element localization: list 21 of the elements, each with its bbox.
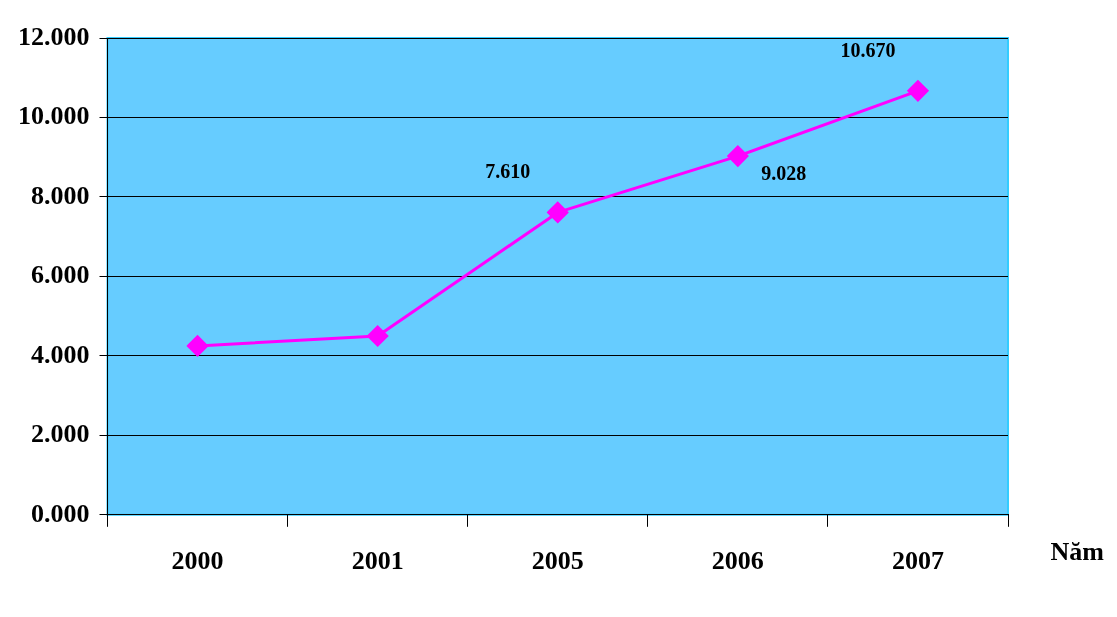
y-tick-label: 6.000 (31, 260, 90, 290)
data-label: 7.610 (485, 160, 531, 183)
data-label: 10.670 (840, 38, 896, 61)
x-tick-label: 2000 (171, 546, 224, 576)
x-tick-label: 2001 (351, 546, 404, 576)
data-label: 9.028 (761, 162, 807, 185)
point (547, 201, 569, 223)
point (367, 325, 389, 347)
y-tick-label: 4.000 (31, 339, 90, 369)
y-tick-label: 0.000 (31, 498, 90, 528)
point (907, 80, 929, 102)
point (727, 145, 749, 167)
y-tick-label: 2.000 (31, 419, 90, 449)
y-tick-label: 8.000 (31, 180, 90, 210)
x-tick-label: 2006 (711, 546, 764, 576)
y-tick-label: 10.000 (18, 101, 90, 131)
x-axis-title: Năm (1050, 536, 1105, 566)
x-tick-label: 2005 (531, 546, 584, 576)
y-tick-label: 12.000 (18, 21, 90, 51)
x-tick-label: 2007 (891, 546, 944, 576)
point (187, 335, 209, 357)
